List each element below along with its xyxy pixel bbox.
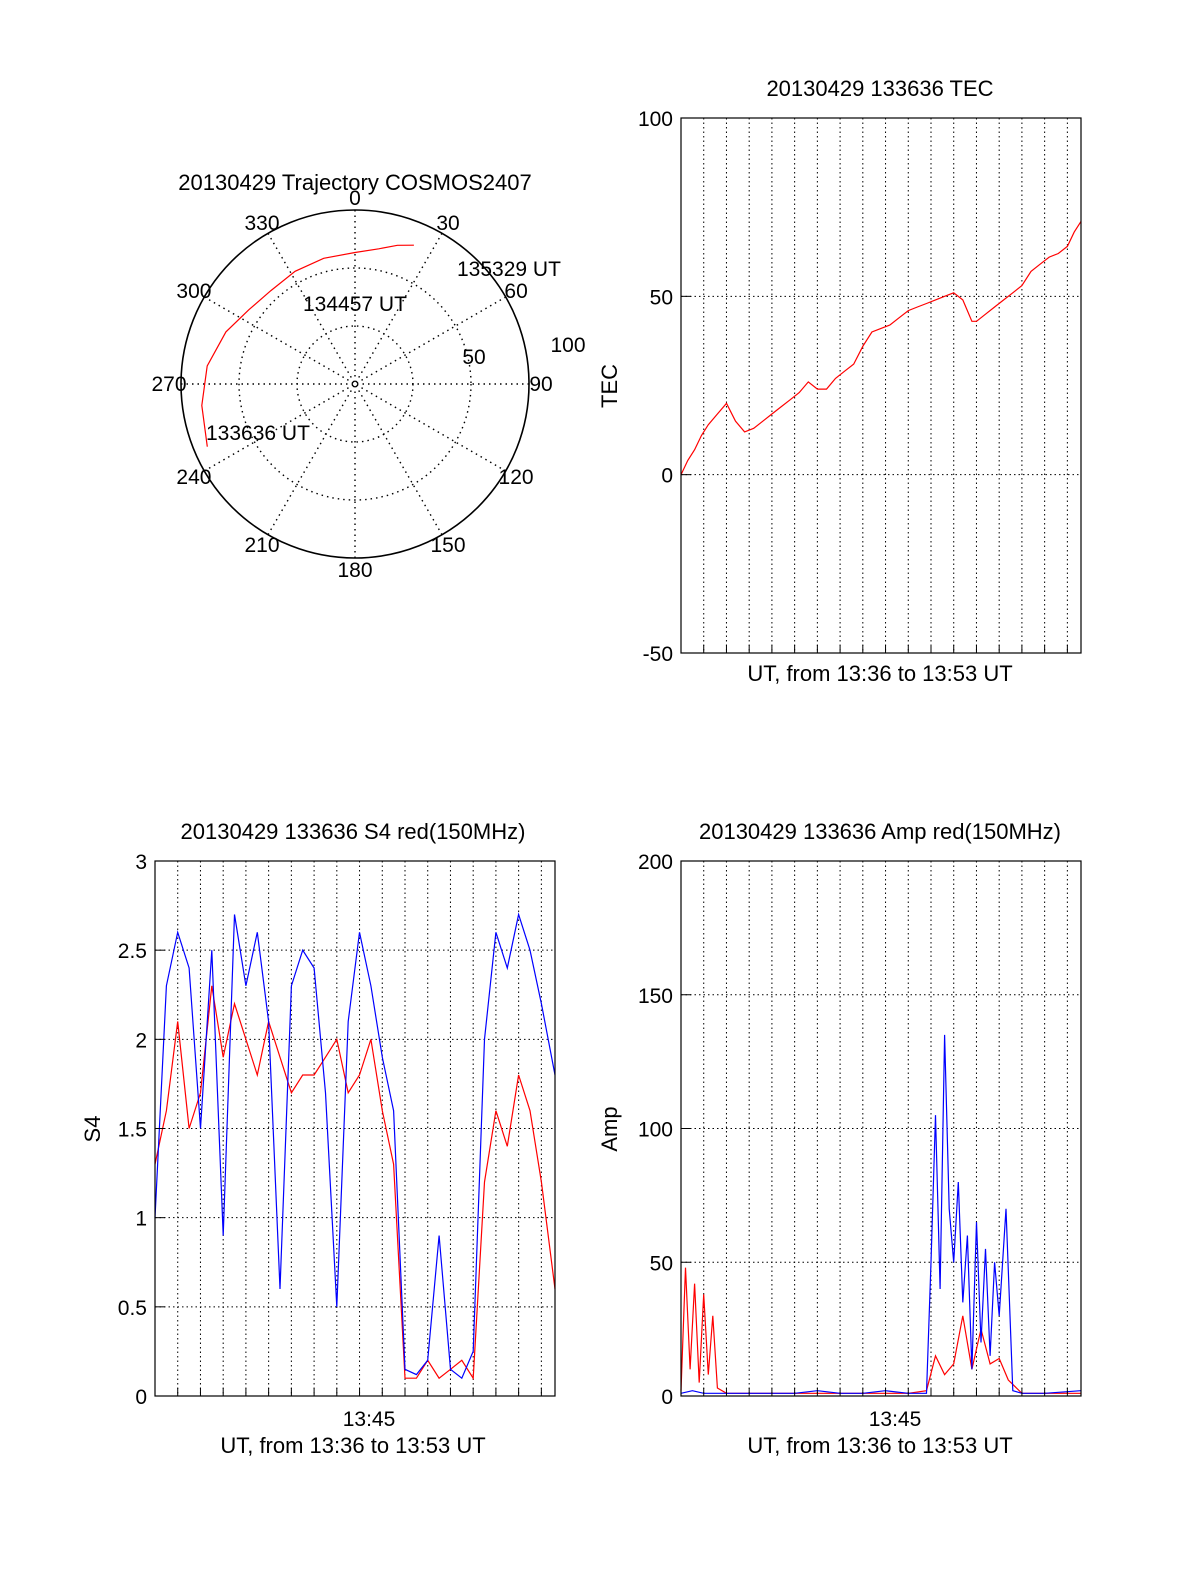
tec-y-tick-labels: -50 0 50 100: [638, 108, 673, 666]
tec-grid: [681, 118, 1081, 653]
azimuth-label-210: 210: [244, 534, 279, 557]
s4-panel: 20130429 133636 S4 red(150MHz) 0 0.5 1 1.5 2…: [80, 819, 556, 1458]
amp-ytick-label-4: 200: [638, 851, 673, 874]
s4-x-axis-label: UT, from 13:36 to 13:53 UT: [220, 1433, 485, 1458]
amp-blue-series-line: [680, 1034, 1082, 1394]
trajectory-title: 20130429 Trajectory COSMOS2407: [178, 170, 531, 195]
amp-grid: [681, 861, 1081, 1396]
tec-x-axis-label: UT, from 13:36 to 13:53 UT: [747, 661, 1012, 686]
polar-outer-circle: [180, 209, 530, 559]
polar-ring-2: [238, 267, 472, 501]
amp-red-series-line: [680, 1267, 1081, 1394]
s4-ytick-label-3: 1.5: [118, 1119, 147, 1142]
amp-y-axis-label: Amp: [597, 1106, 622, 1151]
s4-x-tick-label: 13:45: [343, 1408, 396, 1431]
azimuth-label-60: 60: [504, 280, 527, 303]
s4-ytick-label-4: 2: [135, 1029, 147, 1052]
s4-axis-ticks: [155, 860, 542, 1397]
s4-ytick-label-1: 0.5: [118, 1297, 147, 1320]
tec-series-line: [680, 221, 1082, 475]
trajectory-track: [201, 244, 414, 447]
s4-blue-series-line: [154, 912, 556, 1380]
azimuth-label-270: 270: [151, 373, 186, 396]
s4-ytick-label-5: 2.5: [118, 940, 147, 963]
tec-y-axis-label: TEC: [597, 364, 622, 408]
azimuth-label-30: 30: [436, 212, 459, 235]
tec-panel: 20130429 133636 TEC -50 0 50 100 TEC UT, fr…: [597, 76, 1082, 686]
azimuth-label-330: 330: [244, 212, 279, 235]
azimuth-label-120: 120: [499, 466, 534, 489]
radial-label-50: 50: [462, 346, 485, 369]
amp-x-axis-label: UT, from 13:36 to 13:53 UT: [747, 1433, 1012, 1458]
azimuth-label-300: 300: [176, 280, 211, 303]
azimuth-label-240: 240: [176, 466, 211, 489]
s4-ytick-label-0: 0: [135, 1386, 147, 1409]
s4-red-series-line: [154, 985, 556, 1381]
amp-ytick-label-2: 100: [638, 1119, 673, 1142]
s4-title: 20130429 133636 S4 red(150MHz): [181, 819, 526, 844]
amp-ytick-label-1: 50: [650, 1252, 673, 1275]
azimuth-label-150: 150: [430, 534, 465, 557]
tec-axis-ticks: [681, 117, 1068, 654]
s4-ytick-label-2: 1: [135, 1208, 147, 1231]
azimuth-label-90: 90: [529, 373, 552, 396]
annotation-start-time: 133636 UT: [206, 422, 310, 445]
tec-ytick-label-2: 50: [650, 286, 673, 309]
annotation-end-time: 135329 UT: [457, 258, 561, 281]
azimuth-label-0: 0: [349, 187, 361, 210]
amp-ytick-label-0: 0: [661, 1386, 673, 1409]
s4-grid: [155, 861, 555, 1396]
azimuth-labels: 0 30 60 90 120 150 180 210 240 270 300 330: [151, 187, 552, 582]
polar-grid: [181, 210, 529, 558]
tec-title: 20130429 133636 TEC: [766, 76, 993, 101]
tec-ytick-label-1: 0: [661, 465, 673, 488]
amp-axis-ticks: [681, 860, 1068, 1397]
tec-plot-frame: [680, 117, 1082, 654]
amp-panel: 20130429 133636 Amp red(150MHz) 0 50 100 15…: [597, 819, 1082, 1458]
amp-x-tick-label: 13:45: [869, 1408, 922, 1431]
annotation-mid-time: 134457 UT: [303, 293, 407, 316]
tec-ytick-label-0: -50: [643, 643, 673, 666]
amp-y-tick-labels: 0 50 100 150 200: [638, 851, 673, 1409]
amp-ytick-label-3: 150: [638, 985, 673, 1008]
amp-title: 20130429 133636 Amp red(150MHz): [699, 819, 1061, 844]
azimuth-label-180: 180: [337, 559, 372, 582]
polar-spoke-150: [267, 232, 443, 536]
polar-spoke-30: [267, 232, 443, 536]
radial-label-100: 100: [550, 334, 585, 357]
tec-ytick-label-3: 100: [638, 108, 673, 131]
s4-y-tick-labels: 0 0.5 1 1.5 2 2.5 3: [118, 851, 147, 1409]
trajectory-panel: 20130429 Trajectory COSMOS2407 0 30 60 90 12…: [151, 170, 585, 582]
s4-ytick-label-6: 3: [135, 851, 147, 874]
s4-y-axis-label: S4: [80, 1116, 105, 1143]
